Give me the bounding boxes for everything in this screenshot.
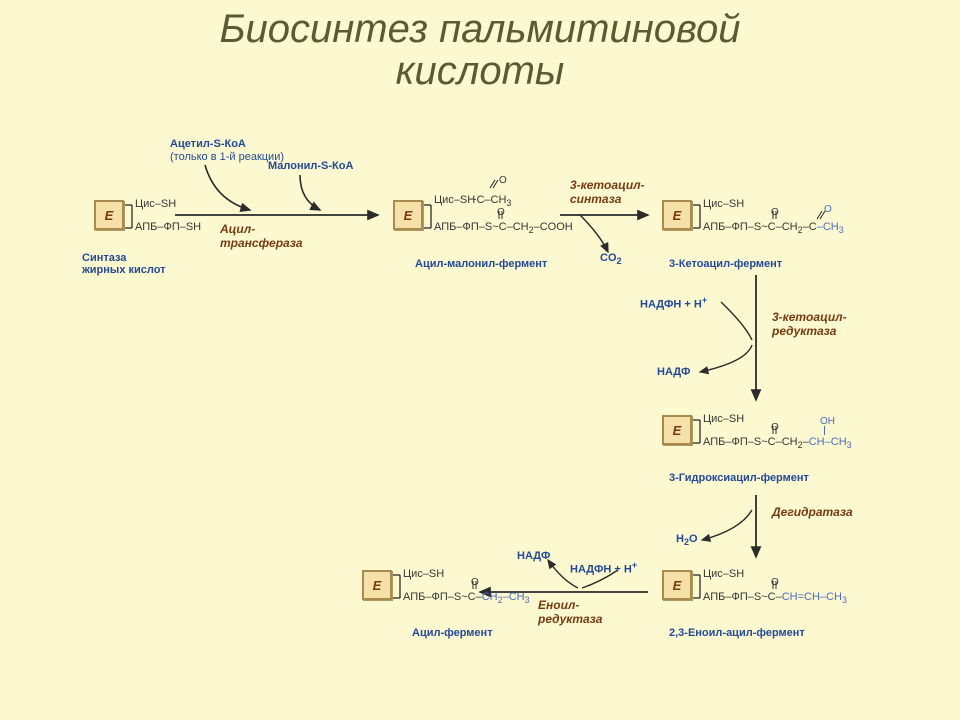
malonyl-label: Малонил-S-КоА xyxy=(268,160,353,172)
acetyl-note: (только в 1-й реакции) xyxy=(170,151,284,163)
caption-enoyl: 2,3-Еноил-ацил-фермент xyxy=(669,627,805,639)
caption-acyl: Ацил-фермент xyxy=(412,627,493,639)
enzyme-enoylreductase: Еноил- редуктаза xyxy=(538,598,602,626)
caption-hydroxy: 3-Гидроксиацил-фермент xyxy=(669,472,809,484)
enzyme-box-1: E xyxy=(94,200,124,230)
e4-oh: OH xyxy=(820,416,835,427)
enzyme-box-2: E xyxy=(393,200,423,230)
e4-bot: АПБ–ФП–S~C–CH2–CH–CH3 xyxy=(703,436,852,450)
nadp-2: НАДФ xyxy=(517,550,550,562)
e4-top: Цис–SH xyxy=(703,413,744,425)
e3-top: Цис–SH xyxy=(703,198,744,210)
h2o-label: H2O xyxy=(676,533,698,547)
e6-bot: АПБ–ФП–S~C–CH2–CH3 xyxy=(403,591,530,605)
caption-ketoacyl: 3-Кетоацил-фермент xyxy=(669,258,782,270)
caption-synthase: Синтаза жирных кислот xyxy=(82,252,166,276)
arrow-layer xyxy=(0,0,960,720)
enzyme-ketosynthase: 3-кетоацил- синтаза xyxy=(570,178,645,206)
e2-top-o: O xyxy=(499,175,507,186)
co2-label: CO2 xyxy=(600,252,622,266)
e2-bot-o: O xyxy=(497,207,505,218)
enzyme-dehydratase: Дегидратаза xyxy=(772,505,853,519)
enzyme-acyltransferase: Ацил- трансфераза xyxy=(220,222,303,250)
enzyme-ketoreductase: 3-кетоацил- редуктаза xyxy=(772,310,847,338)
nadph-1: НАДФН + Н+ xyxy=(640,295,707,311)
e5-bot: АПБ–ФП–S~C–CH=CH–CH3 xyxy=(703,591,847,605)
enzyme-box-4: E xyxy=(662,415,692,445)
e3-o2: O xyxy=(824,204,832,215)
caption-acylmalonyl: Ацил-малонил-фермент xyxy=(415,258,547,270)
e3-bot: АПБ–ФП–S~C–CH2–C–CH3 xyxy=(703,221,844,235)
acetyl-label: Ацетил-S-КоА xyxy=(170,138,246,150)
e6-o: O xyxy=(471,577,479,588)
e6-top: Цис–SH xyxy=(403,568,444,580)
enzyme-box-5: E xyxy=(662,570,692,600)
e2-bot: АПБ–ФП–S~C–CH2–COOH xyxy=(434,221,573,235)
e4-oh-bond xyxy=(824,426,825,435)
enzyme-box-3: E xyxy=(662,200,692,230)
enzyme-box-6: E xyxy=(362,570,392,600)
e2-top-chain: ~C–CH3 xyxy=(470,194,511,208)
e4-o: O xyxy=(771,422,779,433)
e2-top: Цис–SH– xyxy=(434,194,475,206)
nadph-2: НАДФН + Н+ xyxy=(570,560,637,576)
e1-cis: Цис–SH xyxy=(135,198,176,210)
e1-apb: АПБ–ФП–SH xyxy=(135,221,201,233)
nadp-1: НАДФ xyxy=(657,366,690,378)
e3-o1: O xyxy=(771,207,779,218)
e5-o: O xyxy=(771,577,779,588)
e5-top: Цис–SH xyxy=(703,568,744,580)
